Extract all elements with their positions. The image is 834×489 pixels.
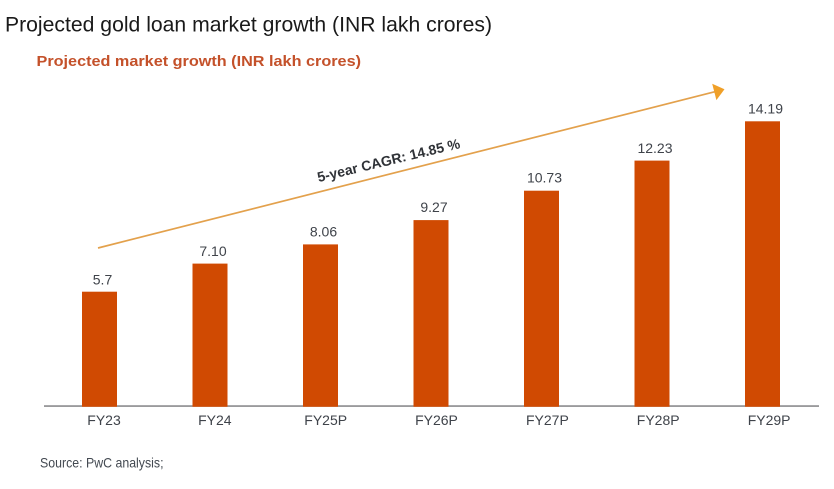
svg-text:14.19: 14.19 <box>748 100 783 116</box>
svg-text:12.23: 12.23 <box>637 140 672 156</box>
svg-text:9.27: 9.27 <box>420 199 447 215</box>
svg-text:FY23: FY23 <box>87 412 121 428</box>
svg-text:FY27P: FY27P <box>526 412 569 428</box>
svg-text:10.73: 10.73 <box>527 170 562 186</box>
svg-text:FY26P: FY26P <box>415 412 458 428</box>
svg-text:Projected market growth (INR l: Projected market growth (INR lakh crores… <box>37 53 362 70</box>
svg-text:Projected gold loan market gro: Projected gold loan market growth (INR l… <box>5 13 492 36</box>
svg-text:5.7: 5.7 <box>93 272 113 288</box>
svg-text:5-year CAGR: 14.85 %: 5-year CAGR: 14.85 % <box>316 135 463 185</box>
svg-text:8.06: 8.06 <box>310 223 337 239</box>
svg-text:FY29P: FY29P <box>748 412 791 428</box>
svg-text:7.10: 7.10 <box>199 243 226 259</box>
svg-text:FY25P: FY25P <box>304 412 347 428</box>
svg-text:FY24: FY24 <box>198 412 232 428</box>
svg-text:Source: PwC analysis;: Source: PwC analysis; <box>40 455 164 471</box>
svg-text:FY28P: FY28P <box>637 412 680 428</box>
